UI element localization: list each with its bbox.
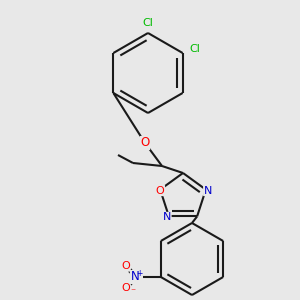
Text: Cl: Cl bbox=[189, 44, 200, 54]
Text: Cl: Cl bbox=[142, 18, 153, 28]
Text: ⁻: ⁻ bbox=[130, 287, 135, 297]
Text: O: O bbox=[140, 136, 150, 149]
Text: N: N bbox=[130, 271, 139, 284]
Text: O: O bbox=[122, 283, 130, 293]
Text: N: N bbox=[163, 212, 171, 222]
Text: O: O bbox=[122, 261, 130, 271]
Text: O: O bbox=[156, 186, 164, 196]
Text: +: + bbox=[136, 268, 143, 278]
Text: N: N bbox=[204, 186, 212, 196]
